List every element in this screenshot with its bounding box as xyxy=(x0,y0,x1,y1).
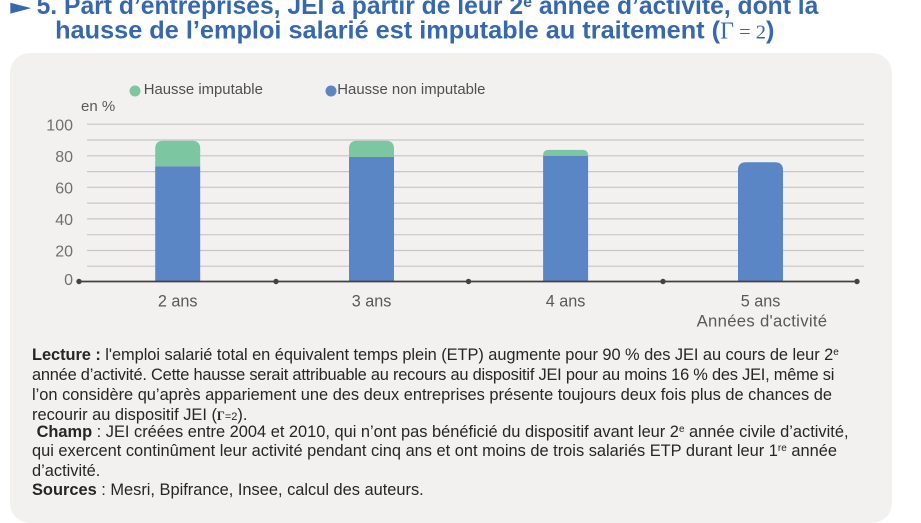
svg-text:hausse de l’emploi salarié est: hausse de l’emploi salarié est imputable… xyxy=(55,17,774,45)
svg-text:en %: en % xyxy=(81,98,115,115)
svg-text:80: 80 xyxy=(55,149,73,166)
svg-text:2 ans: 2 ans xyxy=(158,292,198,310)
svg-text:0: 0 xyxy=(64,272,73,289)
svg-text:3 ans: 3 ans xyxy=(352,292,392,310)
svg-text:100: 100 xyxy=(46,117,73,134)
svg-text:4 ans: 4 ans xyxy=(546,292,586,310)
svg-text:Hausse imputable: Hausse imputable xyxy=(144,82,263,98)
svg-text:5. Part d’entreprises, JEI à p: 5. Part d’entreprises, JEI à partir de l… xyxy=(37,0,819,20)
svg-text:40: 40 xyxy=(55,212,73,229)
svg-text:60: 60 xyxy=(55,181,73,198)
svg-text:Hausse non imputable: Hausse non imputable xyxy=(337,82,485,98)
svg-text:Années d'activité: Années d'activité xyxy=(697,312,828,331)
svg-text:5 ans: 5 ans xyxy=(741,292,781,310)
svg-text:20: 20 xyxy=(55,244,73,261)
